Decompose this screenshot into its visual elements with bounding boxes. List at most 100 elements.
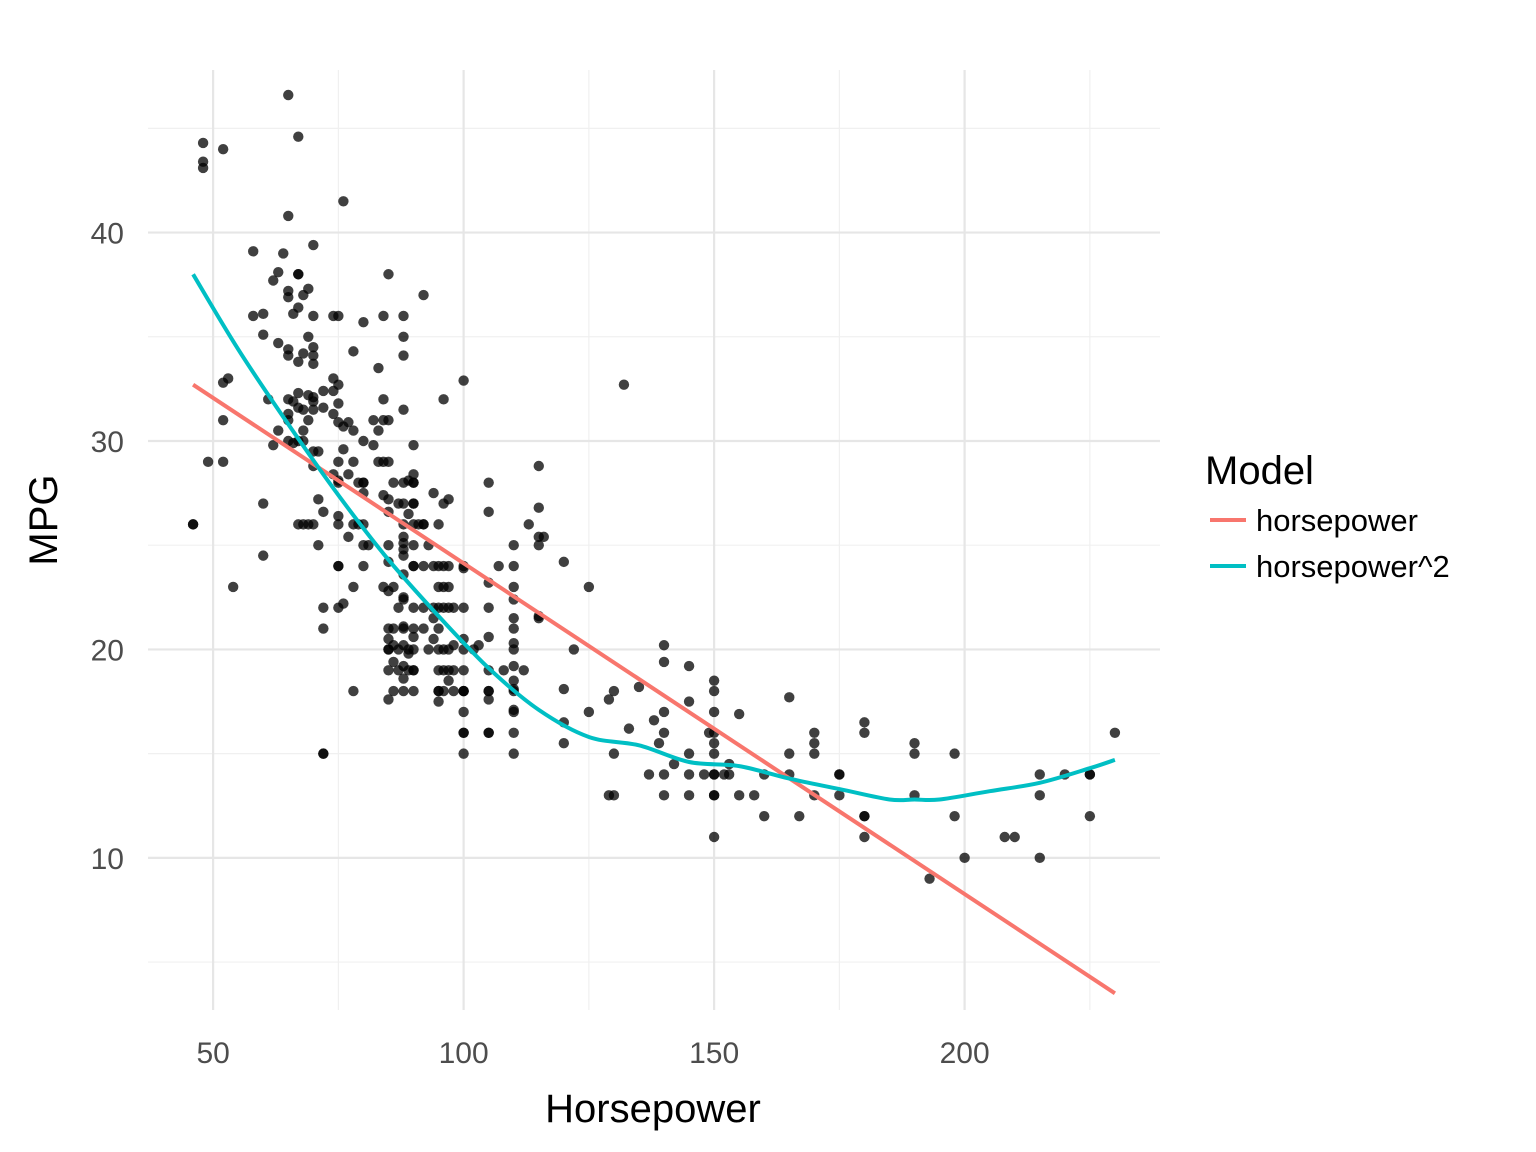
scatter-point [518, 665, 529, 676]
scatter-point [338, 444, 349, 455]
scatter-point [348, 456, 359, 468]
scatter-point [298, 348, 309, 359]
scatter-point [483, 727, 494, 738]
scatter-point [1084, 810, 1096, 822]
scatter-point [398, 350, 409, 361]
x-tick-label: 200 [940, 1037, 990, 1070]
scatter-point [278, 248, 289, 259]
scatter-point [794, 810, 805, 822]
scatter-point [618, 379, 630, 390]
scatter-point [383, 665, 394, 676]
scatter-point [358, 435, 369, 447]
scatter-point [999, 831, 1010, 843]
scatter-point [708, 706, 720, 718]
scatter-point [343, 469, 354, 480]
scatter-point [383, 494, 394, 505]
scatter-point [608, 790, 620, 801]
scatter-point [683, 696, 695, 707]
scatter-point [508, 540, 519, 551]
scatter-point [318, 602, 329, 613]
scatter-point [443, 560, 454, 572]
scatter-point [418, 289, 429, 301]
scatter-point [408, 623, 419, 634]
scatter-point [398, 310, 409, 322]
scatter-point [658, 706, 670, 718]
scatter-point [408, 644, 419, 655]
scatter-point [558, 556, 570, 568]
scatter-point [398, 331, 409, 342]
scatter-point [368, 414, 379, 426]
scatter-point [348, 581, 359, 593]
scatter-point [643, 769, 655, 780]
scatter-point [508, 560, 519, 572]
scatter-point [298, 404, 309, 415]
scatter-point [834, 790, 845, 801]
scatter-point [363, 540, 374, 551]
y-tick-label: 30 [91, 426, 124, 459]
scatter-point [398, 594, 409, 605]
scatter-point [258, 550, 269, 561]
scatter-point [924, 873, 935, 884]
scatter-point [378, 310, 389, 322]
scatter-point [443, 581, 454, 593]
scatter-point [834, 769, 845, 780]
scatter-point [293, 269, 304, 280]
scatter-point [343, 417, 354, 428]
scatter-point [358, 477, 369, 488]
scatter-point [418, 560, 429, 572]
scatter-point [483, 602, 494, 613]
scatter-point [293, 356, 304, 367]
scatter-point [533, 460, 544, 472]
scatter-point [809, 727, 820, 738]
scatter-point [283, 350, 294, 361]
scatter-point [348, 425, 359, 436]
scatter-point [338, 598, 349, 609]
scatter-point [418, 623, 429, 634]
scatter-point [268, 439, 279, 451]
scatter-point [308, 239, 319, 251]
scatter-point [222, 373, 234, 384]
scatter-point [498, 665, 509, 676]
scatter-point [383, 456, 394, 468]
scatter-point [293, 131, 304, 142]
scatter-point [508, 660, 519, 672]
scatter-point [433, 696, 444, 707]
scatter-point [959, 852, 970, 864]
scatter-point [258, 308, 269, 320]
scatter-point [608, 685, 620, 697]
scatter-point [408, 631, 419, 643]
scatter-point [293, 302, 304, 313]
scatter-point [358, 316, 369, 328]
scatter-point [398, 404, 409, 415]
y-tick-label: 40 [91, 218, 124, 251]
scatter-point [1034, 769, 1045, 780]
scatter-point [558, 683, 570, 695]
scatter-point [458, 685, 469, 697]
scatter-point [308, 519, 319, 530]
scatter-point [202, 456, 214, 468]
scatter-point [293, 387, 304, 399]
scatter-point [388, 623, 399, 634]
scatter-point [623, 723, 635, 734]
scatter-point [809, 738, 820, 749]
scatter-point [333, 519, 344, 530]
scatter-point [658, 727, 670, 738]
scatter-point [508, 727, 519, 738]
scatter-point [227, 581, 239, 593]
scatter-point [733, 790, 745, 801]
scatter-point [443, 494, 454, 505]
x-axis-title: Horsepower [545, 1087, 761, 1131]
scatter-point [318, 748, 329, 759]
x-tick-label: 100 [439, 1037, 489, 1070]
scatter-point [408, 665, 419, 676]
scatter-point [523, 519, 534, 530]
scatter-point [483, 631, 494, 643]
scatter-point [458, 706, 469, 718]
grid [148, 70, 1160, 1010]
scatter-point [508, 612, 519, 624]
scatter-point [658, 656, 670, 668]
scatter-point [448, 640, 459, 651]
scatter-point [733, 708, 745, 720]
scatter-point [373, 362, 384, 374]
